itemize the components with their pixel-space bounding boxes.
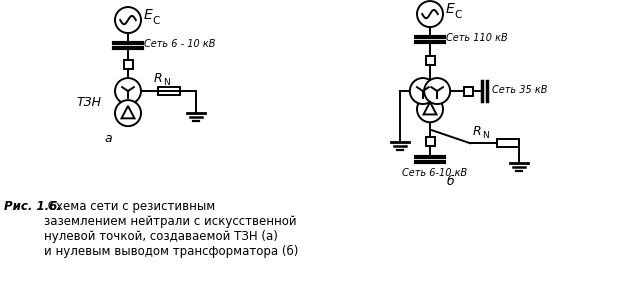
- Bar: [425, 137, 435, 146]
- Text: б: б: [446, 175, 454, 188]
- Circle shape: [417, 96, 443, 122]
- Circle shape: [115, 100, 141, 126]
- Text: Схема сети с резистивным
заземлением нейтрали с искусственной
нулевой точкой, со: Схема сети с резистивным заземлением ней…: [44, 200, 298, 258]
- Text: С: С: [152, 16, 160, 26]
- Circle shape: [410, 78, 436, 104]
- Circle shape: [115, 78, 141, 104]
- Text: Сеть 6 - 10 кВ: Сеть 6 - 10 кВ: [144, 39, 215, 49]
- Text: N: N: [482, 131, 489, 140]
- Circle shape: [424, 78, 450, 104]
- Bar: [425, 56, 435, 65]
- Text: Сеть 35 кВ: Сеть 35 кВ: [492, 85, 548, 95]
- Text: $E$: $E$: [143, 8, 154, 22]
- Text: Рис. 1.6.: Рис. 1.6.: [4, 200, 61, 213]
- Text: Сеть 6-10 кВ: Сеть 6-10 кВ: [402, 168, 467, 178]
- Bar: [464, 86, 473, 96]
- Text: $R$: $R$: [153, 72, 163, 85]
- Bar: [158, 87, 180, 95]
- Text: ТЗН: ТЗН: [76, 96, 101, 109]
- Text: Сеть 110 кВ: Сеть 110 кВ: [446, 33, 508, 43]
- Text: $E$: $E$: [445, 2, 456, 16]
- Text: N: N: [163, 78, 170, 86]
- Text: С: С: [454, 10, 461, 20]
- Text: $R$: $R$: [472, 125, 482, 138]
- Bar: [497, 139, 519, 147]
- Text: а: а: [104, 132, 112, 145]
- Bar: [124, 59, 132, 69]
